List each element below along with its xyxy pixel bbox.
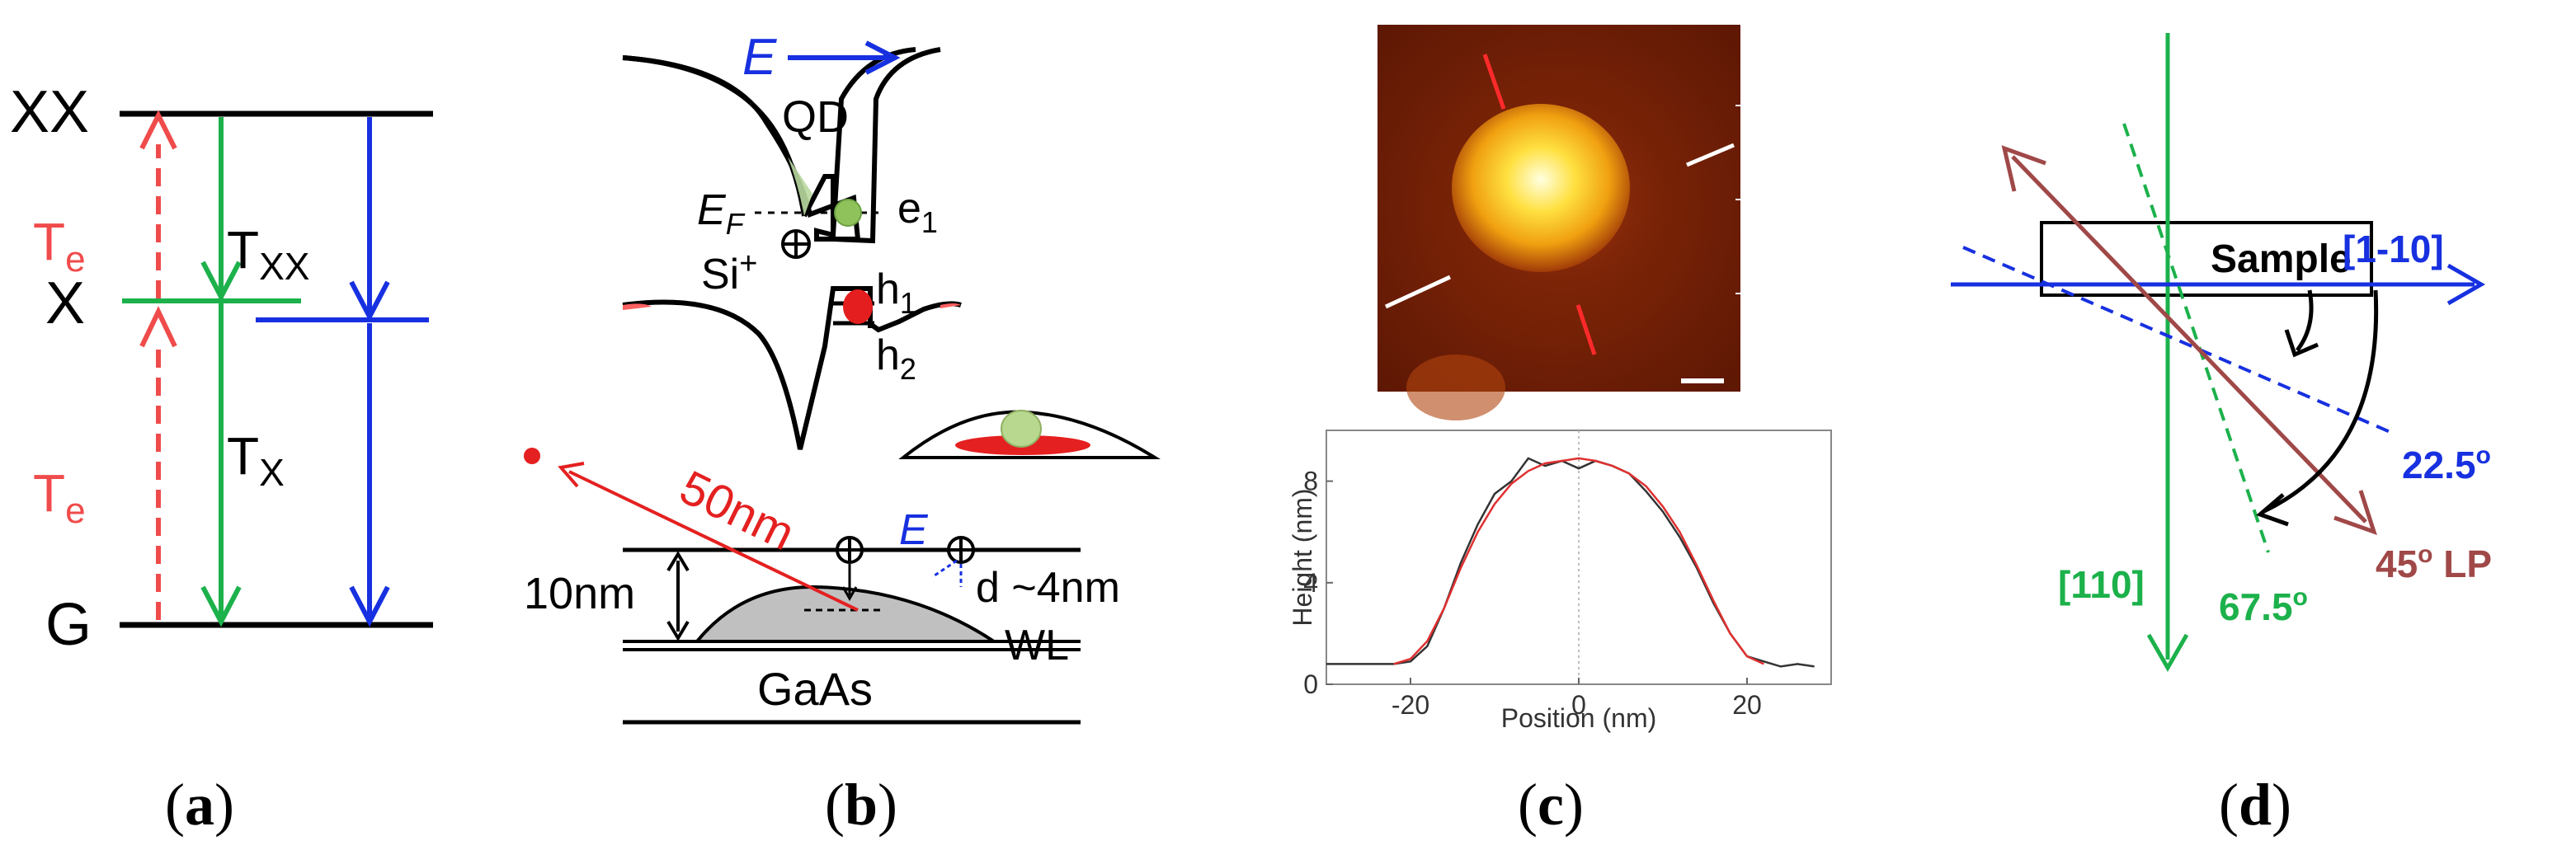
axis-110-label: [110] (2058, 563, 2145, 606)
level-x-label: X (45, 270, 85, 336)
caption-b: (b) (825, 772, 897, 838)
electron-dot (834, 199, 862, 227)
te-label-upper: Te (33, 212, 86, 279)
qd-well-cb (802, 47, 941, 244)
line-22-5 (1962, 246, 2393, 434)
field-arrowhead (864, 40, 901, 75)
txx-arrowhead (200, 261, 242, 303)
wl-label: WL (1005, 622, 1069, 669)
y-tick-label: 0 (1303, 669, 1318, 699)
lp-axis (2011, 155, 2367, 524)
axis-1m10-head (2446, 263, 2486, 306)
donor-b-arrow-blue (931, 559, 958, 579)
afm-white-line-right (1686, 143, 1735, 167)
lp-label: 45o LP (2376, 541, 2492, 585)
caption-a: (a) (165, 772, 234, 838)
panel-c: -20 0 20 0 4 8 Height (nm) Position (nm) (c) (1288, 25, 1832, 838)
caption-d: (d) (2219, 772, 2291, 838)
ef-label: EF (697, 186, 746, 241)
gaas-label: GaAs (757, 663, 873, 715)
level-g-label: G (45, 592, 92, 658)
lp-head-bot (2333, 490, 2377, 536)
h2-label: h2 (876, 331, 916, 386)
small-dome-green (1001, 410, 1042, 448)
arc-22-5 (2295, 289, 2314, 352)
afm-white-line-left (1384, 275, 1452, 309)
level-xx-label: XX (10, 79, 89, 145)
caption-c: (c) (1518, 772, 1584, 838)
x-tick-label: 20 (1732, 690, 1762, 720)
thickness-arrowhead-top (666, 551, 690, 572)
distance-50nm-line (568, 470, 859, 612)
donor-red-dot (524, 448, 540, 464)
tx-label: TX (227, 426, 285, 494)
hole-dot (843, 289, 873, 324)
thickness-arrowhead-bot (666, 620, 690, 641)
sample-label: Sample (2211, 237, 2352, 281)
cb-green-fill (788, 157, 812, 216)
height-profile-chart: -20 0 20 0 4 8 Height (nm) Position (nm) (1288, 430, 1832, 733)
panel-a: XX X G Te Te TXX TX (a) (10, 79, 433, 838)
arc-45-head (2256, 493, 2289, 527)
tx-green-arrowhead (200, 585, 242, 627)
panel-d: Sample [110] [1-10] 22.5o 67.5o 45o LP (… (1951, 33, 2492, 838)
arc-22-5-head (2284, 329, 2319, 358)
axis-1m10-label: [1-10] (2343, 228, 2444, 270)
arc-45 (2263, 289, 2379, 514)
quantum-dot-afm (1452, 104, 1630, 272)
donor-a-arrowhead (841, 586, 858, 602)
x-axis-label: Position (nm) (1501, 703, 1657, 733)
thickness-label: 10nm (524, 569, 635, 618)
distance-d-label: d ~4nm (976, 564, 1120, 612)
panel-b: E QD EF e1 Si+ h1 h2 10nm (524, 29, 1161, 838)
axis-110-head (2146, 633, 2189, 673)
field-e-label: E (742, 29, 777, 86)
txx-label: TXX (227, 220, 309, 288)
te-arrowhead-lower (139, 306, 177, 348)
field-e-label-2: E (899, 506, 929, 554)
te-label-lower: Te (33, 463, 86, 531)
x-tick-label: -20 (1392, 690, 1429, 720)
si-label: Si+ (701, 247, 757, 298)
blue-arrowhead-xx (349, 280, 390, 322)
valence-band (622, 286, 962, 450)
angle-67-label: 67.5o (2219, 584, 2308, 628)
red-right-fill (940, 303, 961, 308)
line-67-5 (2122, 123, 2270, 553)
y-axis-label: Height (nm) (1288, 488, 1317, 626)
e1-label: e1 (897, 185, 938, 239)
distance-50nm-label: 50nm (671, 460, 803, 561)
afm-red-line-bot (1575, 304, 1597, 355)
blue-arrowhead-x (349, 585, 390, 627)
profile-fit (1393, 457, 1764, 665)
qd-label: QD (782, 92, 849, 142)
red-left-fill (623, 303, 652, 310)
y-tick-label: 8 (1303, 467, 1318, 496)
distance-50nm-head (558, 462, 585, 488)
afm-corner-blob (1406, 355, 1505, 420)
y-tick-label: 4 (1303, 568, 1318, 598)
te-arrowhead-upper (139, 110, 177, 150)
afm-red-line-top (1482, 54, 1506, 110)
x-tick-label: 0 (1571, 690, 1586, 720)
qd-dome (693, 585, 1000, 643)
angle-22-label: 22.5o (2402, 442, 2491, 486)
lp-head-top (2001, 145, 2046, 192)
h1-label: h1 (876, 265, 916, 320)
